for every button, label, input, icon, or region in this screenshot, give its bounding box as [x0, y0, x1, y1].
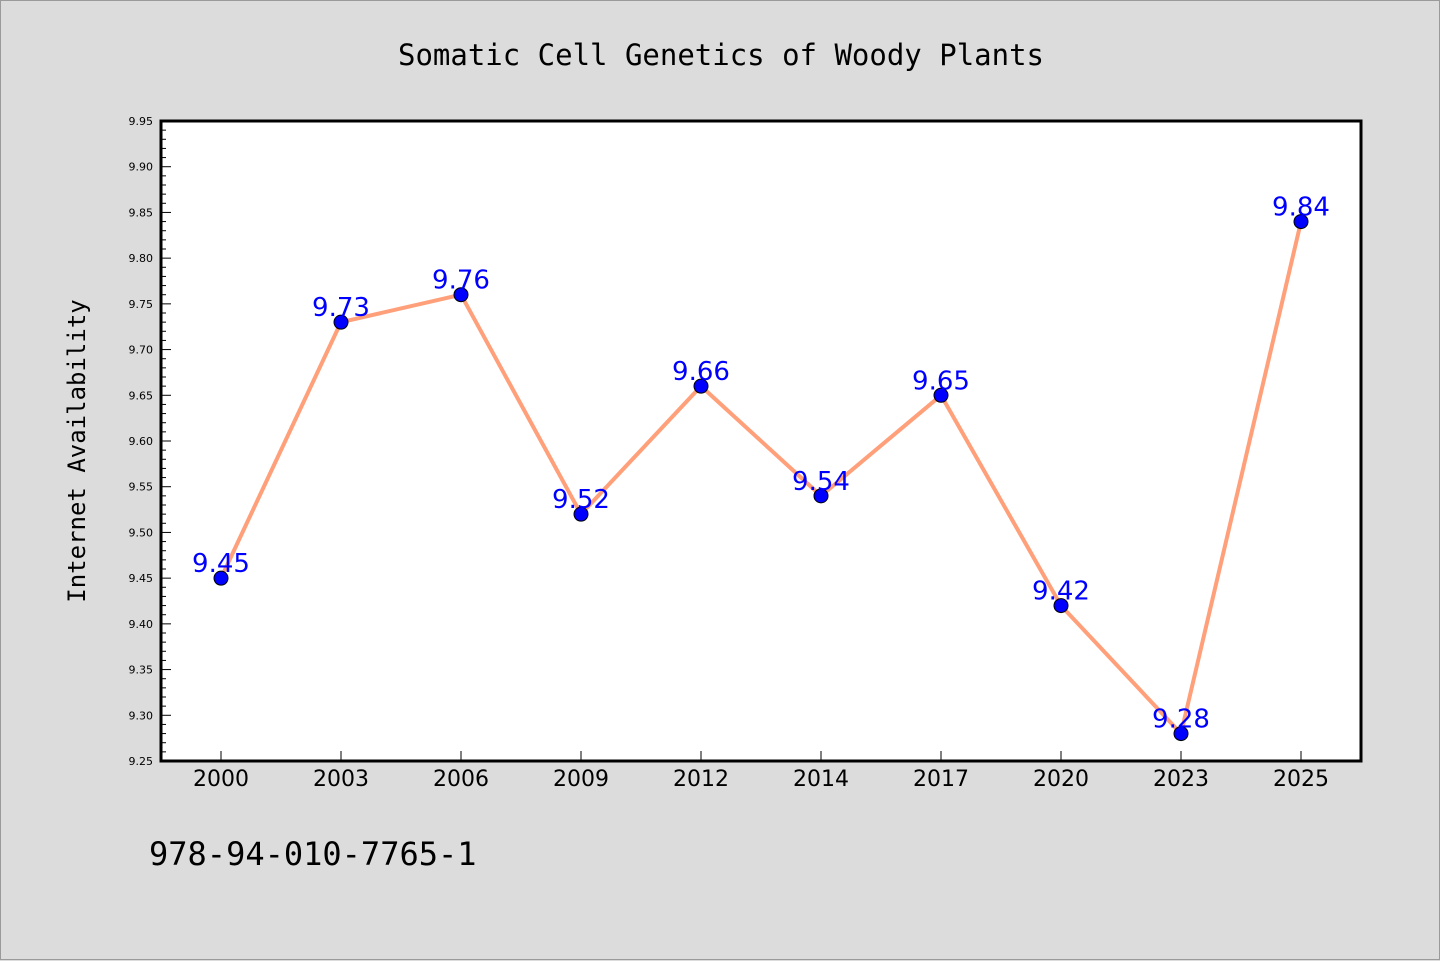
- x-tick-label: 2000: [193, 767, 249, 792]
- data-point: [333, 314, 349, 330]
- plot-border: [159, 119, 1363, 763]
- data-label: 9.76: [432, 266, 490, 296]
- x-tick-label: 2023: [1153, 767, 1209, 792]
- data-label: 9.84: [1272, 193, 1330, 223]
- data-point: [573, 506, 589, 522]
- y-axis: 9.25 9.30 9.35 9.40 9.45 9.50 9.55 9.60 9.65 9.70…: [129, 115, 171, 768]
- x-tick-label: 2025: [1273, 767, 1329, 792]
- data-point: [1293, 214, 1309, 230]
- y-tick-label: 9.30: [129, 709, 154, 722]
- data-point: [933, 387, 949, 403]
- x-tick-label: 2017: [913, 767, 969, 792]
- y-tick-label: 9.75: [129, 298, 154, 311]
- x-tick-label: 2006: [433, 767, 489, 792]
- data-label: 9.66: [672, 357, 730, 387]
- data-point: [813, 488, 829, 504]
- data-point: [453, 287, 469, 303]
- y-tick-label: 9.70: [129, 344, 154, 357]
- y-tick-label: 9.45: [129, 572, 154, 585]
- x-tick-label: 2012: [673, 767, 729, 792]
- data-label: 9.65: [912, 366, 970, 396]
- x-tick-label: 2020: [1033, 767, 1089, 792]
- data-label: 9.54: [792, 467, 850, 497]
- y-tick-label: 9.80: [129, 252, 154, 265]
- y-tick-label: 9.25: [129, 755, 154, 768]
- data-label: 9.52: [552, 485, 610, 515]
- data-point: [213, 570, 229, 586]
- data-label: 9.45: [192, 549, 250, 579]
- y-tick-label: 9.60: [129, 435, 154, 448]
- x-tick-label: 2003: [313, 767, 369, 792]
- x-tick-label: 2014: [793, 767, 849, 792]
- data-point: [1173, 726, 1189, 742]
- x-axis: 2000 2003 2006 2009 2012 2014 2017 2020 2023 2025: [193, 751, 1329, 792]
- y-axis-label: Internet Availability: [63, 299, 91, 602]
- y-tick-label: 9.95: [129, 115, 154, 128]
- data-label: 9.42: [1032, 577, 1090, 607]
- x-tick-label: 2009: [553, 767, 609, 792]
- isbn-text: 978-94-010-7765-1: [149, 835, 477, 873]
- chart-title: Somatic Cell Genetics of Woody Plants: [398, 38, 1044, 72]
- y-tick-label: 9.40: [129, 618, 154, 631]
- y-tick-label: 9.65: [129, 389, 154, 402]
- series-layer: 9.45 9.73 9.76 9.52 9.66 9.54 9.65 9.42 9.28 9.84: [192, 193, 1330, 742]
- series-line: [219, 219, 1303, 736]
- y-tick-label: 9.35: [129, 664, 154, 677]
- y-tick-label: 9.85: [129, 206, 154, 219]
- y-tick-label: 9.50: [129, 526, 154, 539]
- y-tick-label: 9.55: [129, 481, 154, 494]
- data-point: [1053, 598, 1069, 614]
- data-label: 9.28: [1152, 705, 1210, 735]
- y-tick-label: 9.90: [129, 161, 154, 174]
- data-point: [693, 378, 709, 394]
- data-label: 9.73: [312, 293, 370, 323]
